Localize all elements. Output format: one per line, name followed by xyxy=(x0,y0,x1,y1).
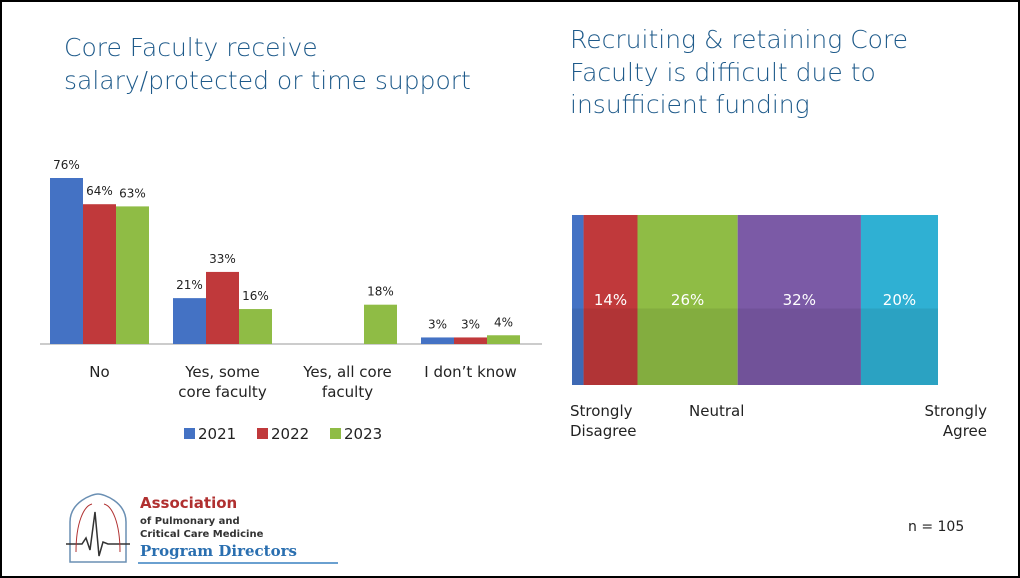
legend-label-2021: 2021 xyxy=(198,425,236,443)
data-label-2022-3: 3% xyxy=(461,317,480,331)
data-label-2023-2: 18% xyxy=(367,285,394,299)
segment-label-2: 26% xyxy=(671,291,704,309)
segment-shade-4 xyxy=(860,308,938,385)
logo-line-critical-care: Critical Care Medicine xyxy=(140,529,264,540)
bar-2022-1 xyxy=(206,271,239,344)
organization-logo: Association of Pulmonary and Critical Ca… xyxy=(62,492,342,564)
data-label-2023-3: 4% xyxy=(494,315,513,329)
logo-line-association: Association xyxy=(140,494,238,512)
category-label-2: Yes, all core faculty xyxy=(302,363,392,401)
segment-shade-0 xyxy=(572,308,584,385)
legend-label-2022: 2022 xyxy=(271,425,309,443)
left-chart-title: Core Faculty receive salary/protected or… xyxy=(64,33,471,95)
legend-swatch-2023 xyxy=(330,428,341,439)
segment-label-4: 20% xyxy=(883,291,916,309)
data-label-2023-1: 16% xyxy=(242,289,269,303)
bar-2021-3 xyxy=(421,337,454,344)
logo-underline xyxy=(138,562,338,564)
legend-swatch-2021 xyxy=(184,428,195,439)
segment-label-1: 14% xyxy=(594,291,627,309)
category-label-0: No xyxy=(89,363,109,381)
bar-2022-0 xyxy=(83,204,116,344)
category-label-3: I don’t know xyxy=(424,363,516,381)
bar-2021-1 xyxy=(173,298,206,344)
segment-3 xyxy=(737,215,861,385)
axis-label-strongly-agree: Strongly Agree xyxy=(925,402,988,440)
segment-label-3: 32% xyxy=(783,291,816,309)
data-label-2022-0: 64% xyxy=(86,184,113,198)
right-chart-title: Recruiting & retaining Core Faculty is d… xyxy=(570,25,909,119)
bar-2022-3 xyxy=(454,337,487,344)
segment-shade-1 xyxy=(583,308,638,385)
lung-ecg-logo-icon xyxy=(66,493,130,563)
category-label-1: Yes, some core faculty xyxy=(178,363,267,401)
data-label-2023-0: 63% xyxy=(119,186,146,200)
data-label-2021-1: 21% xyxy=(176,278,203,292)
segment-shade-3 xyxy=(737,308,861,385)
bar-2023-3 xyxy=(487,335,520,344)
segment-4 xyxy=(860,215,938,385)
segment-1 xyxy=(583,215,638,385)
legend-swatch-2022 xyxy=(257,428,268,439)
segment-shade-2 xyxy=(637,308,738,385)
sample-size-label: n = 105 xyxy=(908,519,965,535)
bar-2021-0 xyxy=(50,178,83,344)
axis-label-strongly-disagree: Strongly Disagree xyxy=(570,402,637,440)
bar-2023-2 xyxy=(364,304,397,344)
logo-line-program-directors: Program Directors xyxy=(140,542,297,560)
segment-2 xyxy=(637,215,738,385)
legend-label-2023: 2023 xyxy=(344,425,382,443)
data-label-2021-3: 3% xyxy=(428,317,447,331)
axis-label-neutral: Neutral xyxy=(689,402,744,420)
bar-2023-1 xyxy=(239,309,272,344)
segment-0 xyxy=(572,215,584,385)
data-label-2022-1: 33% xyxy=(209,252,236,266)
logo-line-pulmonary: of Pulmonary and xyxy=(140,516,240,527)
bar-2023-0 xyxy=(116,206,149,344)
data-label-2021-0: 76% xyxy=(53,158,80,172)
